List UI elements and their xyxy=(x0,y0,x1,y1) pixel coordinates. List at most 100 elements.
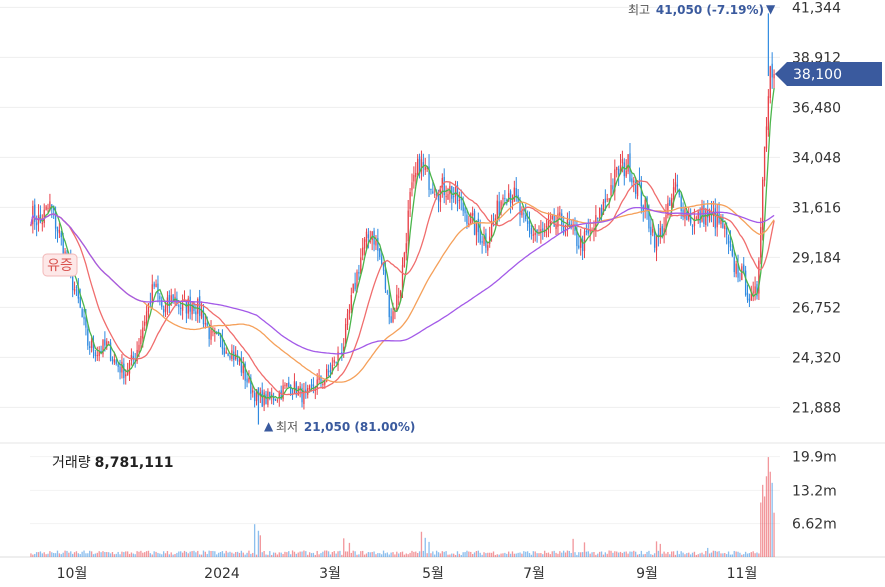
candle-body xyxy=(111,359,114,361)
candle-body xyxy=(699,209,701,223)
candle-body xyxy=(617,168,620,175)
volume-bar xyxy=(289,554,292,557)
price-tick-label: 26,752 xyxy=(792,300,841,316)
candle-body xyxy=(142,327,144,339)
candle-body xyxy=(502,197,504,200)
candle-body xyxy=(49,201,51,210)
candle-body xyxy=(206,322,208,326)
candle-body xyxy=(727,236,730,244)
candle-body xyxy=(532,234,534,236)
candle-body xyxy=(585,230,588,233)
candle-body xyxy=(145,311,148,324)
volume-bar xyxy=(185,551,188,557)
candle-body xyxy=(284,384,286,386)
candle-body xyxy=(671,198,673,209)
volume-bar xyxy=(170,552,172,557)
volume-bar xyxy=(134,554,136,557)
candle-body xyxy=(113,359,116,363)
volume-bar xyxy=(674,554,677,557)
candle-body xyxy=(587,229,589,234)
volume-bar xyxy=(164,553,167,557)
candle-body xyxy=(640,182,643,207)
time-tick-label: 3월 xyxy=(319,566,341,582)
candle-body xyxy=(650,226,652,236)
volume-bar xyxy=(348,542,351,557)
volume-bar xyxy=(741,554,743,557)
candle-body xyxy=(441,177,443,187)
volume-bar xyxy=(470,551,472,557)
volume-bar xyxy=(394,554,396,557)
event-badge[interactable]: 유증 xyxy=(42,253,78,277)
candle-body xyxy=(130,354,133,361)
volume-bar xyxy=(235,552,237,557)
volume-bar xyxy=(79,554,81,557)
volume-bar xyxy=(773,512,775,557)
candle-body xyxy=(341,351,343,353)
volume-bar xyxy=(616,551,618,557)
volume-bar xyxy=(106,552,108,557)
candle-body xyxy=(200,309,203,318)
candle-body xyxy=(333,359,335,363)
volume-bar xyxy=(695,554,697,557)
volume-bar xyxy=(363,554,366,557)
candle-body xyxy=(227,353,229,356)
volume-bar xyxy=(248,550,250,557)
volume-bar xyxy=(443,551,445,557)
candle-body xyxy=(119,366,121,373)
volume-bar xyxy=(608,550,610,557)
volume-bar xyxy=(181,552,184,557)
volume-bar xyxy=(731,554,734,557)
time-tick-label: 2024 xyxy=(204,566,240,582)
volume-bar xyxy=(267,554,269,557)
event-badge-box[interactable] xyxy=(42,253,78,277)
volume-bar xyxy=(570,553,572,557)
candle-body xyxy=(79,296,81,308)
volume-bar xyxy=(434,554,436,557)
volume-bar xyxy=(703,554,705,557)
volume-bar xyxy=(382,550,385,557)
candle-body xyxy=(278,392,280,399)
volume-bar xyxy=(633,550,635,557)
volume-bar xyxy=(202,550,205,557)
candle-body xyxy=(248,377,250,382)
volume-bar xyxy=(399,552,402,557)
volume-bar xyxy=(506,553,508,557)
candle-body xyxy=(443,177,445,196)
volume-value: 8,781,111 xyxy=(94,455,174,471)
candle-body xyxy=(62,235,64,258)
candle-body xyxy=(507,193,510,201)
volume-bar xyxy=(598,551,601,557)
candle-body xyxy=(498,201,500,216)
volume-bar xyxy=(100,552,102,557)
volume-bar xyxy=(636,554,639,557)
candle-body xyxy=(602,201,605,215)
volume-bar xyxy=(453,553,455,557)
volume-bar xyxy=(37,552,40,557)
volume-bar xyxy=(534,551,536,557)
candle-body xyxy=(90,340,93,348)
candle-body xyxy=(335,362,337,364)
volume-bar xyxy=(34,553,36,557)
candle-body xyxy=(41,222,43,225)
volume-bar xyxy=(308,552,311,557)
volume-bar xyxy=(655,541,658,557)
volume-bar xyxy=(198,554,201,557)
volume-bar xyxy=(593,551,595,557)
volume-bar xyxy=(762,484,764,557)
candle-body xyxy=(655,235,658,251)
candle-body xyxy=(739,280,741,282)
candle-body xyxy=(316,379,318,388)
volume-bar xyxy=(688,552,690,557)
candle-body xyxy=(85,317,87,328)
candle-body xyxy=(551,215,553,220)
volume-axis-labels: 19.9m 13.2m 6.62m xyxy=(792,450,837,533)
volume-bar xyxy=(498,554,500,557)
volume-bar xyxy=(229,551,231,557)
candle-body xyxy=(45,206,47,210)
candle-body xyxy=(308,385,311,390)
candle-body xyxy=(392,311,394,322)
candle-body xyxy=(198,296,201,316)
volume-bar xyxy=(176,552,178,557)
volume-bar xyxy=(377,553,379,557)
